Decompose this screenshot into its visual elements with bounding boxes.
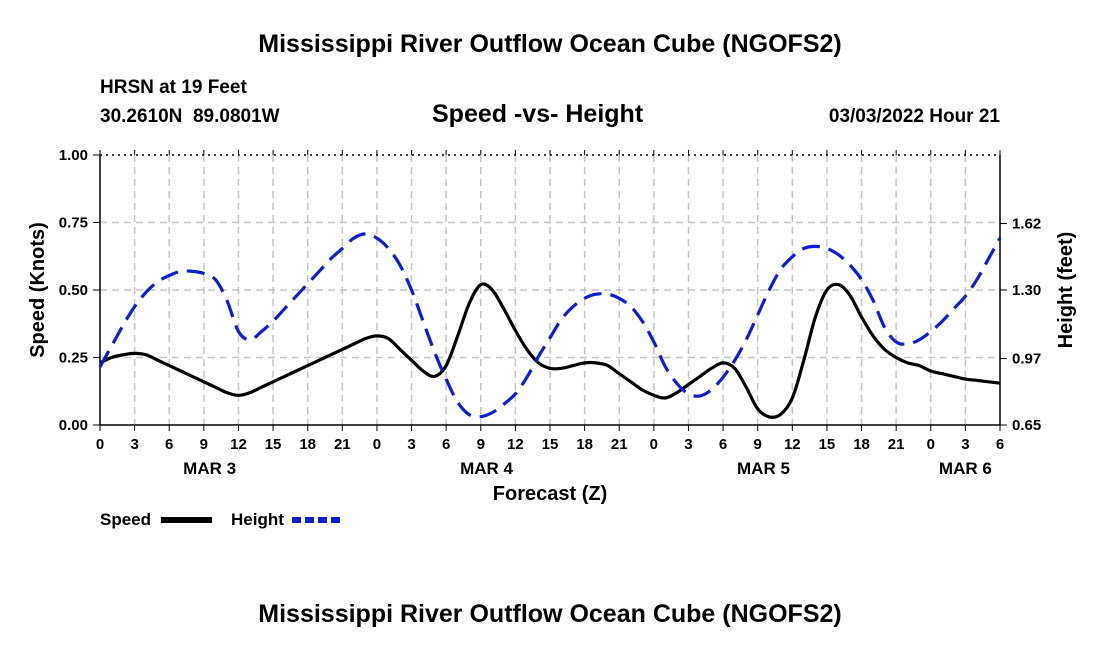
station-label: HRSN at 19 Feet xyxy=(100,77,247,98)
x-tick-label: 9 xyxy=(200,436,208,453)
chart: 0 3 6 9 12 15 18 21 0 3 6 9 12 15 18 21 0 3 6 9 12 15 18 21 0 3 60… xyxy=(27,147,1077,529)
x-tick-label: 21 xyxy=(334,436,351,453)
y-tick-label: 0.50 xyxy=(59,282,88,299)
x-tick-label: 15 xyxy=(265,436,282,453)
y2-tick-label: 1.62 xyxy=(1012,216,1041,233)
x-tick-label: 18 xyxy=(299,436,316,453)
x-tick-label: 12 xyxy=(507,436,524,453)
x-tick-label: 0 xyxy=(927,436,935,453)
x-tick-label: 21 xyxy=(888,436,905,453)
x-tick-label: 3 xyxy=(684,436,692,453)
y-tick-label: 0.00 xyxy=(59,417,88,434)
series-line-speed xyxy=(99,282,1001,419)
x-tick-label: 12 xyxy=(230,436,247,453)
x-tick-label: 3 xyxy=(130,436,138,453)
legend-label-height: Height xyxy=(231,510,284,529)
x-tick-label: 12 xyxy=(784,436,801,453)
date-label: MAR 5 xyxy=(737,459,790,478)
y2-tick-label: 1.30 xyxy=(1012,282,1041,299)
x-tick-label: 0 xyxy=(373,436,381,453)
page-title: Mississippi River Outflow Ocean Cube (NG… xyxy=(258,30,842,58)
date-label: MAR 3 xyxy=(183,459,236,478)
x-tick-label: 15 xyxy=(542,436,559,453)
y-axis-title: Speed (Knots) xyxy=(27,222,49,358)
chart-title: Speed -vs- Height xyxy=(432,100,644,128)
station-coordinates: 30.2610N 89.0801W xyxy=(100,106,280,127)
y-tick-label: 0.75 xyxy=(59,215,88,232)
x-tick-label: 0 xyxy=(650,436,658,453)
x-tick-label: 6 xyxy=(996,436,1004,453)
y-tick-label: 0.25 xyxy=(59,350,88,367)
y2-tick-label: 0.65 xyxy=(1012,417,1041,434)
x-tick-label: 18 xyxy=(853,436,870,453)
date-label: MAR 4 xyxy=(460,459,513,478)
x-tick-label: 15 xyxy=(819,436,836,453)
x-tick-label: 6 xyxy=(442,436,450,453)
x-tick-label: 6 xyxy=(165,436,173,453)
y-tick-label: 1.00 xyxy=(59,147,88,164)
x-tick-label: 9 xyxy=(754,436,762,453)
y2-tick-label: 0.97 xyxy=(1012,351,1041,368)
forecast-datetime: 03/03/2022 Hour 21 xyxy=(828,106,1000,127)
y2-axis-title: Height (feet) xyxy=(1055,232,1077,349)
x-tick-label: 3 xyxy=(961,436,969,453)
x-tick-label: 9 xyxy=(477,436,485,453)
x-tick-label: 0 xyxy=(96,436,104,453)
x-axis-title: Forecast (Z) xyxy=(493,483,607,505)
date-label: MAR 6 xyxy=(939,459,992,478)
legend-label-speed: Speed xyxy=(100,510,151,529)
x-tick-label: 3 xyxy=(407,436,415,453)
x-tick-label: 18 xyxy=(576,436,593,453)
series-line-height xyxy=(98,232,1002,419)
x-tick-label: 21 xyxy=(611,436,628,453)
x-tick-label: 6 xyxy=(719,436,727,453)
footer-title: Mississippi River Outflow Ocean Cube (NG… xyxy=(258,600,842,628)
